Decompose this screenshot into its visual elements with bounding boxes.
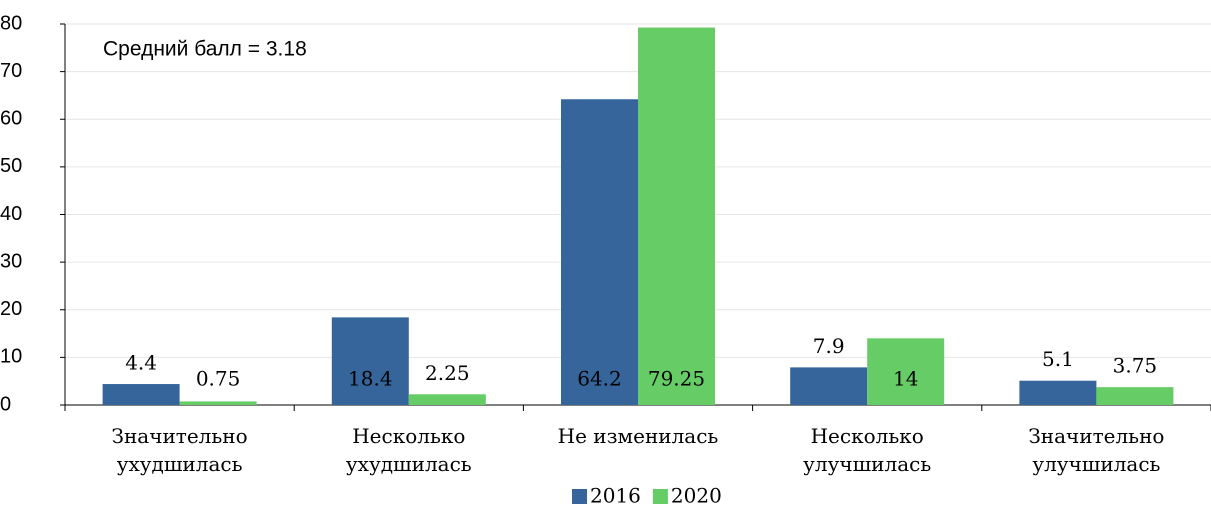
- annotation: Средний балл = 3.18: [103, 38, 307, 61]
- bar: [638, 27, 715, 406]
- data-label: 2.25: [425, 361, 470, 385]
- data-label: 64.2: [577, 367, 622, 391]
- data-label: 7.9: [813, 334, 845, 358]
- legend-swatch: [572, 489, 587, 504]
- data-label: 14: [893, 367, 918, 391]
- x-tick-label: Несколько ухудшилась: [345, 424, 472, 476]
- x-tick-label-box: Значительно улучшилась: [1028, 424, 1165, 476]
- legend-label: 2020: [671, 484, 722, 506]
- y-tick-label: 40: [0, 203, 22, 225]
- y-tick-label: 20: [0, 298, 22, 320]
- y-tick-label: 70: [0, 60, 22, 82]
- x-tick-label: Значительно ухудшилась: [111, 424, 248, 476]
- y-tick-label: 80: [0, 12, 22, 34]
- data-label: 4.4: [125, 351, 157, 375]
- data-label: 79.25: [648, 367, 705, 391]
- data-label: 18.4: [348, 367, 393, 391]
- bar: [179, 401, 257, 405]
- x-tick-label: Несколько улучшилась: [803, 424, 932, 476]
- bar: [790, 367, 868, 405]
- bar: [331, 317, 409, 405]
- bar: [561, 99, 638, 405]
- x-tick-label: Не изменилась: [557, 424, 719, 448]
- x-tick-label: Значительно улучшилась: [1028, 424, 1165, 476]
- bar: [408, 394, 486, 405]
- x-tick-label-box: Значительно ухудшилась: [111, 424, 248, 476]
- data-label: 0.75: [196, 367, 241, 391]
- data-label: 5.1: [1042, 347, 1074, 371]
- y-tick-label: 60: [0, 108, 22, 130]
- y-tick-label: 30: [0, 250, 22, 272]
- y-tick-label: 10: [0, 346, 22, 368]
- bar: [1019, 380, 1097, 405]
- x-tick-label-box: Не изменилась: [557, 424, 719, 448]
- y-tick-label: 50: [0, 155, 22, 177]
- bar: [102, 384, 180, 405]
- x-tick-label-box: Несколько ухудшилась: [345, 424, 472, 476]
- data-label: 3.75: [1113, 354, 1158, 378]
- y-tick-label: 0: [0, 393, 11, 415]
- legend-label: 2016: [590, 484, 641, 506]
- bar: [867, 338, 945, 405]
- bar: [1096, 387, 1174, 405]
- legend-swatch: [652, 489, 668, 504]
- x-tick-label-box: Несколько улучшилась: [803, 424, 932, 476]
